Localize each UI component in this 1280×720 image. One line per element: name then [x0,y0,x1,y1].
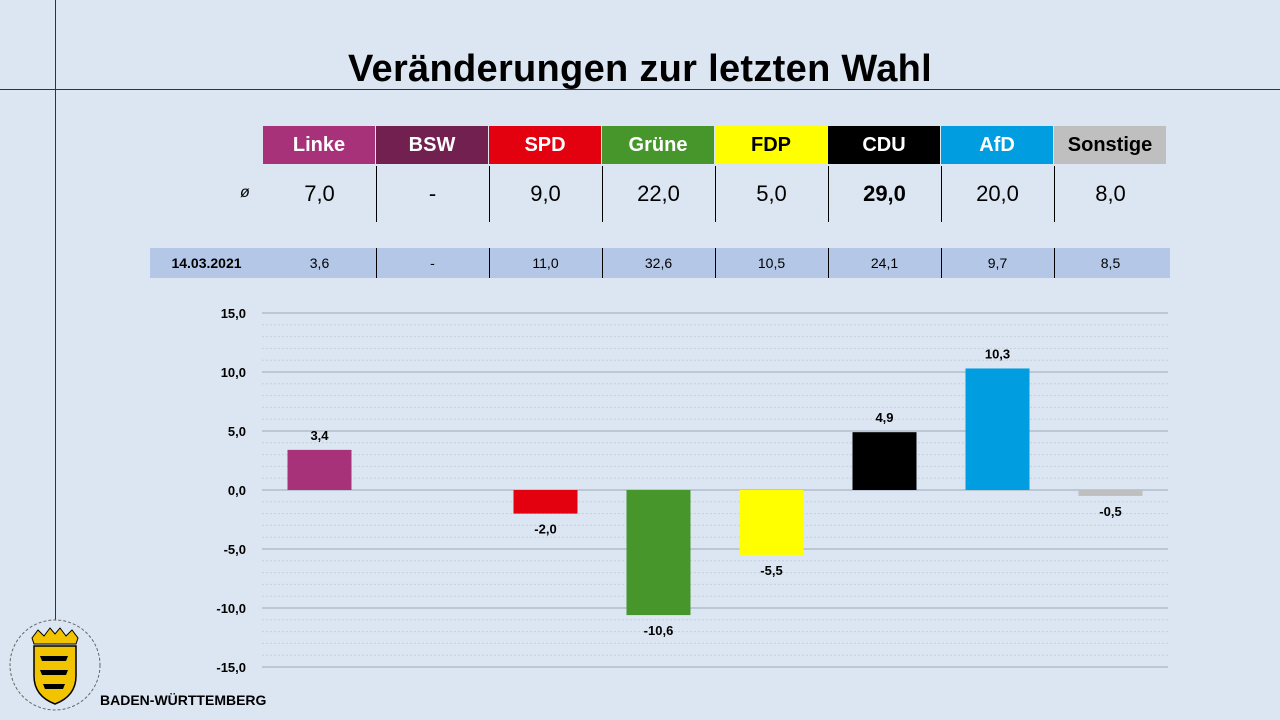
avg-separator [828,166,829,222]
y-tick-label: -15,0 [216,660,246,675]
prev-separator [941,248,942,278]
y-tick-label: -5,0 [224,542,246,557]
region-label: BADEN-WÜRTTEMBERG [100,692,267,708]
avg-separator [602,166,603,222]
bar-fdp [739,490,804,555]
bar-value-label: -5,5 [760,563,782,578]
previous-election-date: 14.03.2021 [171,255,242,271]
party-header-row: Linke BSW SPD Grüne FDP CDU AfD Sonstige [263,126,1167,164]
y-tick-label: 0,0 [228,483,246,498]
average-row: 7,0 - 9,0 22,0 5,0 29,0 20,0 8,0 [263,166,1167,222]
bar-value-label: -0,5 [1099,504,1121,519]
guide-line-horizontal [0,89,1280,90]
previous-value-4: 10,5 [757,255,786,271]
avg-separator [941,166,942,222]
party-header-1: BSW [376,126,489,164]
previous-value-1: - [430,255,435,271]
avg-separator [1054,166,1055,222]
bar-afd [965,368,1030,490]
previous-value-3: 32,6 [644,255,673,271]
y-tick-label: 15,0 [221,306,246,321]
avg-separator [489,166,490,222]
party-header-2: SPD [489,126,602,164]
bar-sonstige [1078,490,1143,496]
party-header-7: Sonstige [1054,126,1167,164]
prev-separator [602,248,603,278]
coat-of-arms-logo [9,619,101,711]
y-tick-label: 10,0 [221,365,246,380]
average-value-7: 8,0 [1095,181,1126,206]
previous-value-6: 9,7 [987,255,1008,271]
bar-value-label: 10,3 [985,346,1010,361]
average-value-5: 29,0 [863,181,906,206]
party-header-0: Linke [263,126,376,164]
prev-separator [828,248,829,278]
bar-cdu [852,432,917,490]
bar-spd [513,490,578,514]
bar-value-label: -10,6 [644,623,674,638]
average-value-4: 5,0 [756,181,787,206]
y-tick-label: 5,0 [228,424,246,439]
party-header-3: Grüne [602,126,715,164]
previous-value-5: 24,1 [870,255,899,271]
party-header-4: FDP [715,126,828,164]
prev-separator [376,248,377,278]
avg-separator [715,166,716,222]
bar-grüne [626,490,691,616]
previous-election-row: 3,6 - 11,0 32,6 10,5 24,1 9,7 8,5 [263,248,1167,278]
party-header-6: AfD [941,126,1054,164]
avg-separator [376,166,377,222]
page-title: Veränderungen zur letzten Wahl [347,48,932,90]
y-tick-label: -10,0 [216,601,246,616]
bar-value-label: 3,4 [310,428,329,443]
previous-value-2: 11,0 [532,255,559,271]
average-value-1: - [428,181,437,206]
guide-line-vertical [55,0,56,620]
bar-value-label: 4,9 [875,410,893,425]
previous-value-7: 8,5 [1100,255,1121,271]
average-value-0: 7,0 [304,181,335,206]
prev-separator [715,248,716,278]
average-value-6: 20,0 [976,181,1019,206]
prev-separator [1054,248,1055,278]
bar-linke [287,449,352,490]
prev-separator [489,248,490,278]
previous-value-0: 3,6 [309,255,330,271]
average-value-3: 22,0 [637,181,680,206]
average-value-2: 9,0 [530,181,561,206]
average-symbol: ø [240,184,250,201]
party-header-5: CDU [828,126,941,164]
previous-election-row-bg [150,248,1170,278]
bar-value-label: -2,0 [534,522,556,537]
